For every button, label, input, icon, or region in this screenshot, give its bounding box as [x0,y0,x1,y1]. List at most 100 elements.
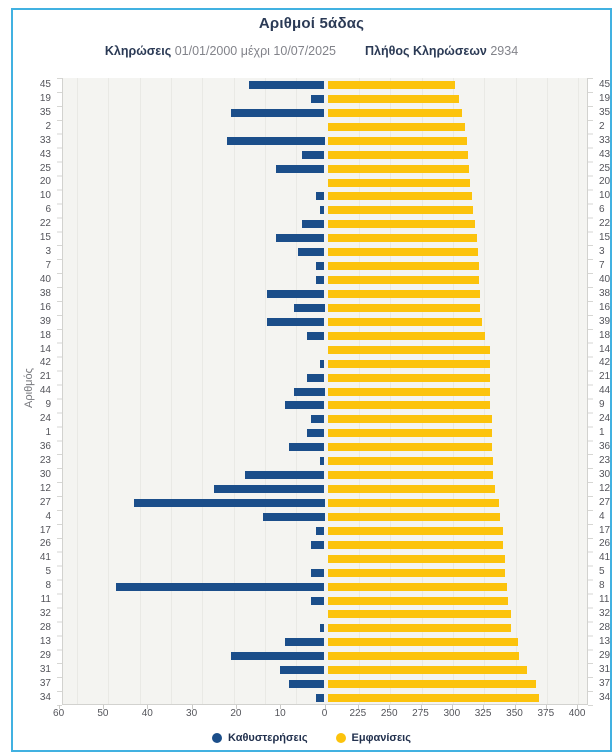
legend-appearances-label: Εμφανίσεις [351,732,411,744]
draw-count-label: Πλήθος Κληρώσεων [364,44,487,58]
y-label-7: 7 [45,259,51,271]
appearance-bar-39 [327,317,482,326]
delay-bar-3 [297,248,325,257]
x-tick-mark [280,705,282,709]
y-label-17: 17 [599,524,611,536]
delay-bar-24 [311,415,325,424]
chart-row-19 [63,92,587,106]
y-label-35: 35 [599,106,611,118]
y-label-42: 42 [599,357,611,369]
y-label-36: 36 [599,440,611,452]
appearance-bar-5 [327,568,506,577]
chart-row-27 [63,496,587,510]
chart-legend: Καθυστερήσεις Εμφανίσεις [13,732,610,744]
x-tick-label-275: 275 [412,708,429,719]
delays-legend-dot-icon [212,733,223,743]
chart-title: Αριθμοί 5άδας [258,15,365,32]
y-label-41: 41 [39,552,51,564]
y-label-14: 14 [39,343,51,355]
x-tick-mark [420,705,422,709]
chart-row-20 [63,176,587,190]
y-label-8: 8 [45,580,51,592]
y-label-45: 45 [39,79,51,90]
x-tick-label-375: 375 [537,708,555,719]
delay-bar-25 [275,164,325,173]
y-label-28: 28 [39,621,51,633]
chart-row-36 [63,440,587,454]
gridline [578,78,580,704]
y-label-21: 21 [599,371,611,383]
delay-bar-8 [116,582,325,591]
delay-bar-5 [311,568,325,577]
y-label-4: 4 [599,510,605,522]
y-label-25: 25 [599,162,611,174]
y-label-26: 26 [39,538,51,550]
delay-bar-26 [311,540,325,549]
y-label-3: 3 [45,246,51,258]
appearance-bar-13 [327,638,518,647]
delay-bar-35 [231,108,325,117]
delay-bar-10 [315,192,325,201]
y-label-11: 11 [40,594,51,606]
y-label-36: 36 [39,440,51,452]
legend-item-delays[interactable]: Καθυστερήσεις [212,732,308,744]
chart-row-30 [63,468,587,482]
delay-bar-30 [244,471,325,480]
y-label-22: 22 [39,218,51,230]
y-label-37: 37 [39,677,51,689]
draws-range: 01/01/2000 μέχρι 10/07/2025 [174,44,336,58]
gridline [170,78,172,704]
chart-row-38 [63,287,587,301]
x-tick-mark [357,705,359,709]
plot-area [62,78,588,705]
y-label-9: 9 [599,399,605,411]
chart-row-39 [63,315,587,329]
y-label-6: 6 [45,204,51,216]
gridline [515,78,517,704]
appearance-bar-18 [327,331,486,340]
delay-bar-16 [293,303,325,312]
appearance-bar-33 [327,136,467,145]
chart-row-8 [63,580,587,594]
y-label-15: 15 [599,232,611,244]
appearance-bar-26 [327,540,503,549]
y-label-39: 39 [599,315,611,327]
appearance-bar-6 [327,206,473,215]
appearance-bar-38 [327,290,481,298]
appearance-bar-37 [327,680,536,689]
delay-bar-7 [315,262,325,271]
chart-row-4 [63,510,587,524]
appearance-bar-12 [327,485,496,494]
y-label-17: 17 [39,524,51,536]
appearance-bar-3 [327,248,478,257]
y-label-38: 38 [599,287,611,299]
y-label-23: 23 [599,454,611,466]
chart-row-35 [63,106,587,120]
chart-subtitle: Κληρώσεις 01/01/2000 μέχρι 10/07/2025 Πλ… [13,44,610,58]
y-label-32: 32 [39,608,51,620]
chart-row-3 [63,245,587,259]
x-tick-label-350: 350 [506,708,523,719]
y-label-14: 14 [599,343,611,355]
y-label-10: 10 [39,190,51,202]
appearances-legend-dot-icon [335,733,346,743]
delay-bar-13 [284,638,325,647]
y-label-1: 1 [599,427,605,439]
delay-bar-18 [306,331,325,340]
chart-row-26 [63,538,587,552]
legend-item-appearances[interactable]: Εμφανίσεις [335,732,411,744]
chart-row-22 [63,217,587,231]
x-tick-mark [147,705,149,709]
delay-bar-28 [320,624,325,633]
appearance-bar-22 [327,220,476,229]
appearance-bar-20 [327,178,471,187]
y-label-29: 29 [599,649,611,661]
x-tick-label-325: 325 [474,708,492,719]
x-tick-mark [324,705,326,709]
y-axis-ticks-left [57,78,62,706]
y-axis-ticks-right [588,78,593,706]
y-label-5: 5 [45,566,51,578]
x-tick-label-50: 50 [97,708,109,719]
chart-row-11 [63,594,587,608]
